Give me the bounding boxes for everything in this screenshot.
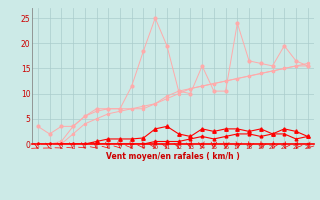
X-axis label: Vent moyen/en rafales ( km/h ): Vent moyen/en rafales ( km/h ) (106, 152, 240, 161)
